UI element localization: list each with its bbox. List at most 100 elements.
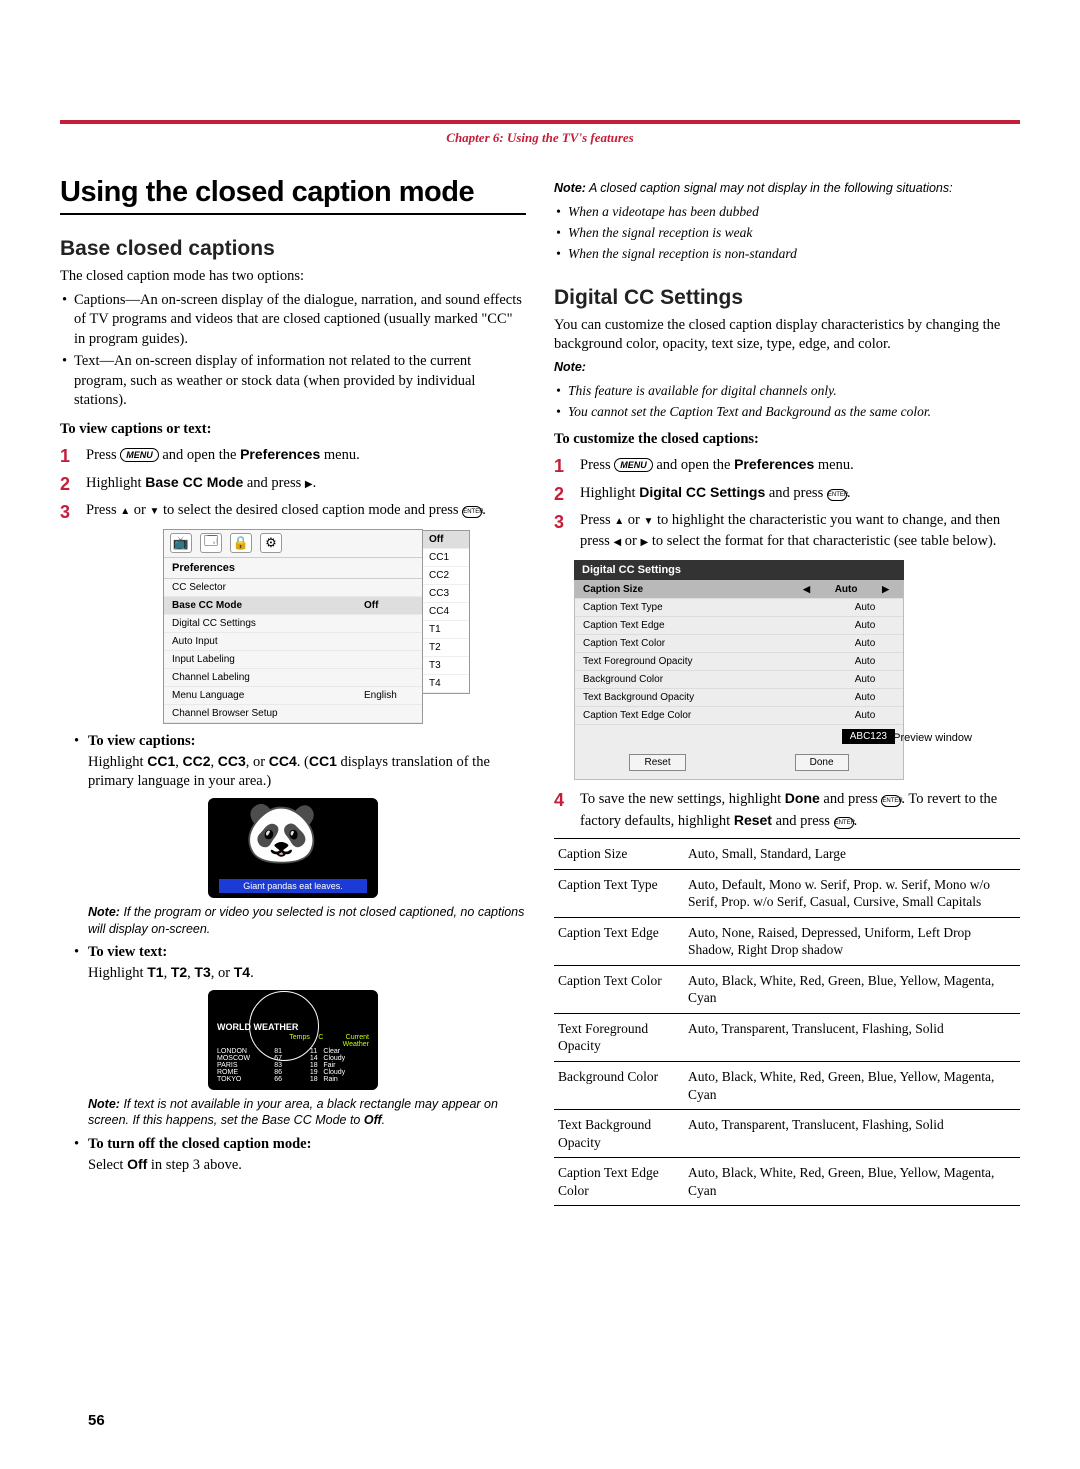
- cc1b: CC1: [309, 753, 337, 769]
- t4: T4: [234, 964, 250, 980]
- ui-row-0: CC Selector: [164, 579, 422, 597]
- page-number: 56: [88, 1412, 105, 1429]
- ui-row-4: Input Labeling: [164, 651, 422, 669]
- cs3a: Press: [580, 512, 614, 528]
- right-top-note: Note: A closed caption signal may not di…: [554, 180, 1020, 197]
- s3b: to select the desired closed caption mod…: [159, 502, 462, 518]
- t1: T1: [147, 964, 163, 980]
- turn-off-block: To turn off the closed caption mode: Sel…: [60, 1135, 526, 1175]
- tab-icon-2: 🗔: [200, 533, 222, 553]
- ct-row-4: Text Foreground OpacityAuto, Transparent…: [554, 1013, 1020, 1061]
- to-off: Off: [127, 1156, 147, 1172]
- cc1: CC1: [147, 753, 175, 769]
- menu-button-icon-2: MENU: [614, 458, 653, 472]
- dcc-body: Caption Size◀Auto▶ Caption Text TypeAuto…: [574, 580, 904, 780]
- enter-button-icon-4: ENTER: [834, 817, 854, 829]
- ui-row-6: Menu LanguageEnglish: [164, 687, 422, 705]
- section-base-cc: Base closed captions: [60, 237, 526, 261]
- fly-1: CC1: [423, 549, 469, 567]
- fly-8: T4: [423, 675, 469, 693]
- view-text-item: To view text: Highlight T1, T2, T3, or T…: [74, 943, 526, 983]
- ui-row-3: Auto Input: [164, 633, 422, 651]
- fly-2: CC2: [423, 567, 469, 585]
- page-title: Using the closed caption mode: [60, 176, 526, 215]
- note2a: If text is not available in your area, a…: [88, 1097, 498, 1128]
- rtb-0: When a videotape has been dubbed: [554, 203, 1020, 221]
- dcc-preview-row: ABC123: [575, 725, 903, 748]
- enter-button-icon-3: ENTER: [881, 795, 901, 807]
- weather-table: WORLD WEATHER TempsCCurrent Weather LOND…: [213, 1018, 373, 1087]
- weather-tv-illustration: WORLD WEATHER TempsCCurrent Weather LOND…: [208, 990, 378, 1090]
- view-text-head: To view text:: [88, 944, 167, 960]
- rtb-1: When the signal reception is weak: [554, 224, 1020, 242]
- dcc-note-head: Note:: [554, 359, 1020, 376]
- cstep-4: To save the new settings, highlight Done…: [554, 788, 1020, 832]
- cs4d: and press: [772, 813, 834, 829]
- prefs-label: Preferences: [240, 446, 320, 462]
- ui-row-2: Digital CC Settings: [164, 615, 422, 633]
- cs1c: menu.: [814, 457, 853, 473]
- header-rule: [60, 120, 1020, 124]
- tab-icon-4: ⚙: [260, 533, 282, 553]
- dcc-row-3: Caption Text ColorAuto: [575, 635, 903, 653]
- dcc-done-button: Done: [795, 754, 849, 771]
- ui-row-1: Base CC ModeOff: [164, 597, 422, 615]
- caption-options-table: Caption SizeAuto, Small, Standard, Large…: [554, 838, 1020, 1206]
- step1-b: and open the: [159, 447, 240, 463]
- vc-a: Highlight: [88, 754, 147, 770]
- dcc-reset-button: Reset: [629, 754, 685, 771]
- dnb-1: You cannot set the Caption Text and Back…: [554, 403, 1020, 421]
- fly-7: T3: [423, 657, 469, 675]
- ct-row-1: Caption Text TypeAuto, Default, Mono w. …: [554, 869, 1020, 917]
- cs4b: and press: [820, 791, 882, 807]
- cs2-dccs: Digital CC Settings: [639, 484, 765, 500]
- fly-3: CC3: [423, 585, 469, 603]
- step1-a: Press: [86, 447, 120, 463]
- ct-row-2: Caption Text EdgeAuto, None, Raised, Dep…: [554, 917, 1020, 965]
- tab-icon-1: 📺: [170, 533, 192, 553]
- panda-icon: 🐼: [244, 803, 319, 863]
- dcc-row-1: Caption Text TypeAuto: [575, 599, 903, 617]
- preview-window-label: Preview window: [893, 732, 972, 745]
- page-columns: Using the closed caption mode Base close…: [0, 146, 1080, 1226]
- enter-button-icon-2: ENTER: [827, 489, 847, 501]
- dcc-row-7: Caption Text Edge ColorAuto: [575, 707, 903, 725]
- step-1: Press MENU and open the Preferences menu…: [60, 444, 526, 466]
- right-top-bullets: When a videotape has been dubbed When th…: [554, 203, 1020, 264]
- to-customize-heading: To customize the closed captions:: [554, 431, 1020, 448]
- cc-option-captions: Captions—An on-screen display of the dia…: [60, 291, 526, 350]
- vt-a: Highlight: [88, 965, 147, 981]
- panda-tv-illustration: 🐼 Giant pandas eat leaves.: [208, 798, 378, 898]
- ct-row-3: Caption Text ColorAuto, Black, White, Re…: [554, 965, 1020, 1013]
- preferences-menu-screenshot: 📺 🗔 🔒 ⚙ Preferences CC Selector Base CC …: [163, 529, 423, 724]
- rtn-body: A closed caption signal may not display …: [586, 181, 953, 195]
- dcc-preview-swatch: ABC123: [842, 729, 895, 744]
- cstep-1: Press MENU and open the Preferences menu…: [554, 454, 1020, 476]
- panda-caption: Giant pandas eat leaves.: [219, 879, 367, 893]
- cs2a: Highlight: [580, 485, 639, 501]
- weather-grid: TempsCCurrent Weather LONDON8111Clear MO…: [217, 1034, 369, 1083]
- enter-button-icon: ENTER: [462, 506, 482, 518]
- left-column: Using the closed caption mode Base close…: [60, 176, 526, 1206]
- right-arrow-icon: [305, 475, 313, 491]
- cc-options-list: Captions—An on-screen display of the dia…: [60, 291, 526, 411]
- note2-off: Off: [364, 1113, 382, 1127]
- s3a: Press: [86, 502, 120, 518]
- down-arrow-icon: [150, 502, 160, 518]
- down-arrow-icon-2: [644, 512, 654, 528]
- fly-4: CC4: [423, 603, 469, 621]
- view-captions-head: To view captions:: [88, 733, 195, 749]
- cstep-2: Highlight Digital CC Settings and press …: [554, 482, 1020, 504]
- cc2: CC2: [182, 753, 210, 769]
- turn-off-head: To turn off the closed caption mode:: [88, 1136, 311, 1152]
- ui-tabs: 📺 🗔 🔒 ⚙: [164, 530, 422, 558]
- fly-5: T1: [423, 621, 469, 639]
- intro-text: The closed caption mode has two options:: [60, 267, 526, 287]
- cc3: CC3: [218, 753, 246, 769]
- up-arrow-icon: [120, 502, 130, 518]
- s2a: Highlight: [86, 475, 145, 491]
- view-text-block: To view text: Highlight T1, T2, T3, or T…: [60, 943, 526, 983]
- note-1-text: If the program or video you selected is …: [88, 905, 524, 936]
- customize-steps: Press MENU and open the Preferences menu…: [554, 454, 1020, 552]
- view-captions-item: To view captions: Highlight CC1, CC2, CC…: [74, 732, 526, 792]
